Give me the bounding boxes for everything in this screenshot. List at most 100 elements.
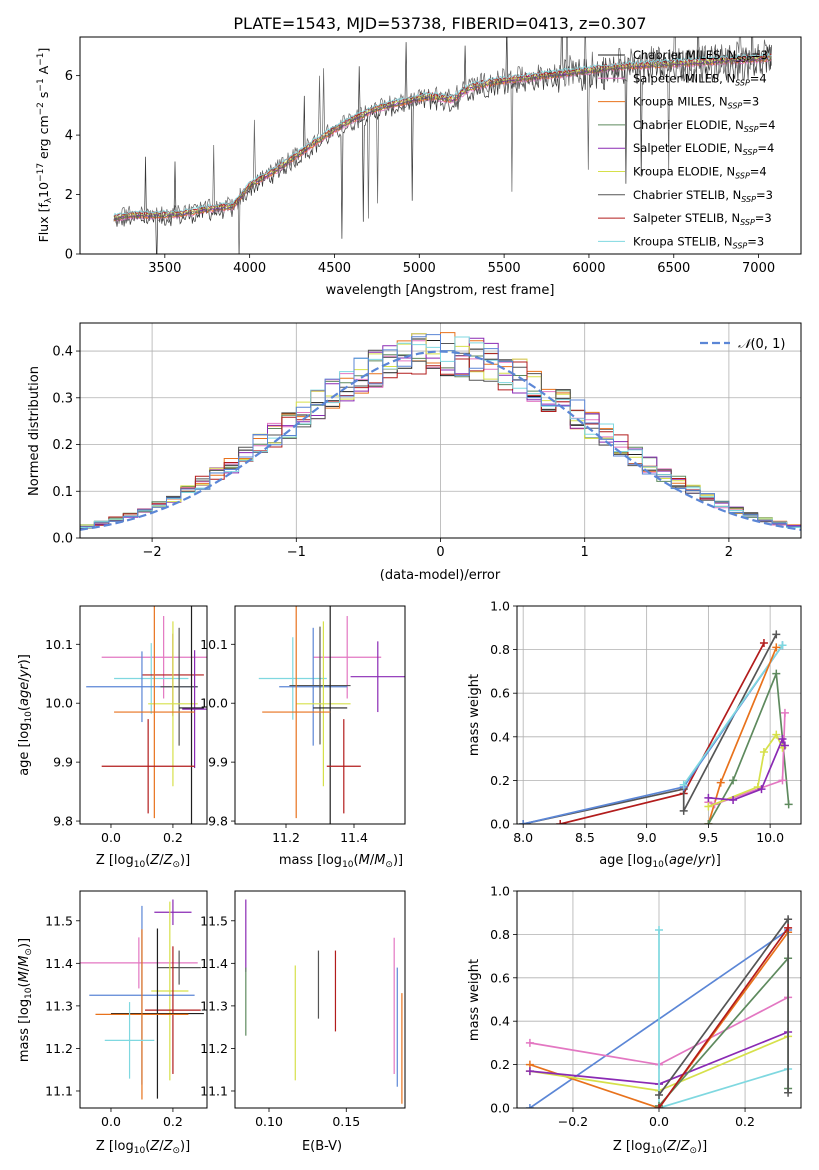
ageZ-ylabel: age [log10(age/yr)] — [17, 654, 34, 776]
y-tick-label: 0.2 — [490, 773, 510, 788]
x-tick-label: −0.2 — [558, 1114, 588, 1129]
x-tick-label: 9.0 — [637, 830, 657, 845]
plot-area — [517, 606, 801, 824]
x-tick-label: 5000 — [403, 261, 436, 276]
legend-entry: Salpeter STELIB, NSSP=3 — [633, 211, 772, 227]
x-tick-label: −2 — [143, 545, 162, 560]
errorbar-group — [86, 606, 207, 824]
legend-entry: Salpeter MILES, NSSP=4 — [633, 71, 767, 87]
age-vs-metallicity-panel: Z [log10(Z/Z⊙)] age [log10(age/yr)] 0.0 0… — [17, 605, 208, 870]
legend-label-suffix: =3 — [742, 95, 759, 109]
x-tick-label: 3500 — [148, 261, 181, 276]
y-tick-label: 0.4 — [490, 1014, 510, 1029]
y-tick-label: 0.3 — [52, 391, 73, 406]
mass-vs-metallicity-panel: Z [log10(Z/Z⊙)] mass [log10(M/M⊙)] 0.0 0.… — [17, 890, 208, 1156]
weight-lines — [519, 630, 793, 824]
y-tick-label: 11.3 — [45, 998, 73, 1013]
y-tick-label: 11.5 — [45, 913, 73, 928]
y-tick-label: 10.0 — [200, 696, 228, 711]
wZ-ylabel: mass weight — [467, 959, 482, 1041]
legend-label-main: Salpeter STELIB, N — [633, 211, 740, 225]
wZ-xlabel: Z [log10(Z/Z⊙)] — [613, 1139, 707, 1156]
legend-label-suffix: =4 — [750, 71, 767, 85]
y-tick-label: 9.8 — [53, 814, 73, 829]
x-tick-label: 6500 — [657, 261, 690, 276]
y-tick-label: 9.9 — [208, 755, 228, 770]
errorbar-group — [80, 899, 204, 1100]
weight-point-marker — [679, 806, 688, 815]
weight-vs-metallicity-panel: Z [log10(Z/Z⊙)] mass weight −0.2 0.0 0.2 0.… — [467, 884, 802, 1156]
legend-entry: 𝒩(0, 1) — [738, 337, 785, 352]
y-tick-label: 0 — [65, 248, 73, 263]
y-tick-label: 1.0 — [490, 599, 510, 614]
weight-point-marker — [778, 734, 787, 743]
weight-vs-age-panel: age [log10(age/yr)] mass weight 8.0 8.5 9.… — [467, 599, 802, 870]
legend-label-sub: SSP — [735, 172, 750, 181]
y-tick-label: 0.0 — [490, 817, 510, 832]
mass-vs-ebv-panel: E(B-V) 0.10 0.15 11.1 11.2 11.3 11.4 11.5 — [200, 890, 406, 1154]
weight-series-line — [529, 931, 789, 1108]
y-tick-label: 9.8 — [208, 814, 228, 829]
x-tick-label: 4000 — [233, 261, 266, 276]
weight-point-marker — [780, 741, 789, 750]
x-tick-label: 2 — [725, 545, 733, 560]
weight-series-line — [523, 633, 778, 824]
histogram-series — [80, 353, 801, 528]
x-tick-label: 4500 — [318, 261, 351, 276]
x-tick-label: 7000 — [742, 261, 775, 276]
legend-label-main: Salpeter MILES, N — [633, 71, 735, 85]
x-tick-label: 0.2 — [163, 830, 183, 845]
axes-frame — [234, 605, 406, 825]
x-tick-label: 11.4 — [340, 830, 368, 845]
x-tick-label: −1 — [287, 545, 306, 560]
y-tick-label: 0.1 — [52, 485, 73, 500]
x-tick-label: 0.2 — [163, 1114, 183, 1129]
y-tick-label: 0.6 — [490, 686, 510, 701]
x-tick-label: 8.0 — [513, 830, 533, 845]
plot-area — [235, 891, 405, 1108]
legend-label-sub: SSP — [733, 241, 748, 250]
mZ-ylabel: mass [log10(M/M⊙)] — [17, 938, 34, 1062]
x-tick-label: 1 — [581, 545, 589, 560]
legend-label-main: Kroupa MILES, N — [633, 95, 728, 109]
legend-label-suffix: =4 — [757, 141, 774, 155]
histogram-lines — [80, 332, 801, 531]
residuals-ylabel: Normed distribution — [27, 366, 42, 496]
spectrum-title: PLATE=1543, MJD=53738, FIBERID=0413, z=0… — [233, 14, 646, 33]
spectrum-series-line — [113, 37, 772, 254]
y-tick-label: 10.1 — [45, 637, 73, 652]
y-tick-label: 1.0 — [490, 884, 510, 899]
weight-point-marker — [784, 923, 793, 932]
legend-entry: Kroupa ELODIE, NSSP=4 — [633, 165, 767, 181]
legend-label-main: Chabrier ELODIE, N — [633, 118, 744, 132]
legend-entry: Kroupa MILES, NSSP=3 — [633, 95, 759, 111]
y-tick-label: 11.4 — [45, 956, 73, 971]
wAge-ylabel: mass weight — [467, 674, 482, 756]
x-tick-label: 0.0 — [101, 1114, 121, 1129]
spectrum-xlabel: wavelength [Angstrom, rest frame] — [326, 283, 555, 298]
y-tick-label: 10.0 — [45, 696, 73, 711]
x-tick-label: 0.10 — [255, 1114, 283, 1129]
legend-label-sub: SSP — [740, 218, 755, 227]
legend-entry: Chabrier STELIB, NSSP=3 — [633, 188, 773, 204]
weight-point-marker — [655, 1090, 663, 1099]
y-tick-label: 0.8 — [490, 642, 510, 657]
y-tick-label: 4 — [65, 129, 73, 144]
x-tick-label: 5500 — [488, 261, 521, 276]
axes-frame — [79, 890, 208, 1109]
age-vs-mass-panel: mass [log10(M/M⊙)] 11.2 11.4 9.8 9.9 10.0 10.… — [200, 605, 406, 870]
spectrum-series-line — [113, 52, 772, 216]
plot-area — [80, 37, 801, 254]
weight-point-marker — [729, 796, 738, 805]
y-tick-label: 0.0 — [52, 532, 73, 547]
y-tick-label: 11.2 — [45, 1041, 73, 1056]
plot-area — [80, 606, 207, 824]
y-tick-label: 0.4 — [490, 729, 510, 744]
y-tick-label: 11.2 — [200, 1041, 228, 1056]
histogram-series — [80, 332, 801, 529]
legend-entry: Kroupa STELIB, NSSP=3 — [633, 234, 764, 250]
legend-entry: Chabrier ELODIE, NSSP=4 — [633, 118, 775, 134]
weight-series-line — [708, 712, 786, 806]
y-tick-label: 6 — [65, 69, 73, 84]
legend-label-sub: SSP — [744, 125, 759, 134]
